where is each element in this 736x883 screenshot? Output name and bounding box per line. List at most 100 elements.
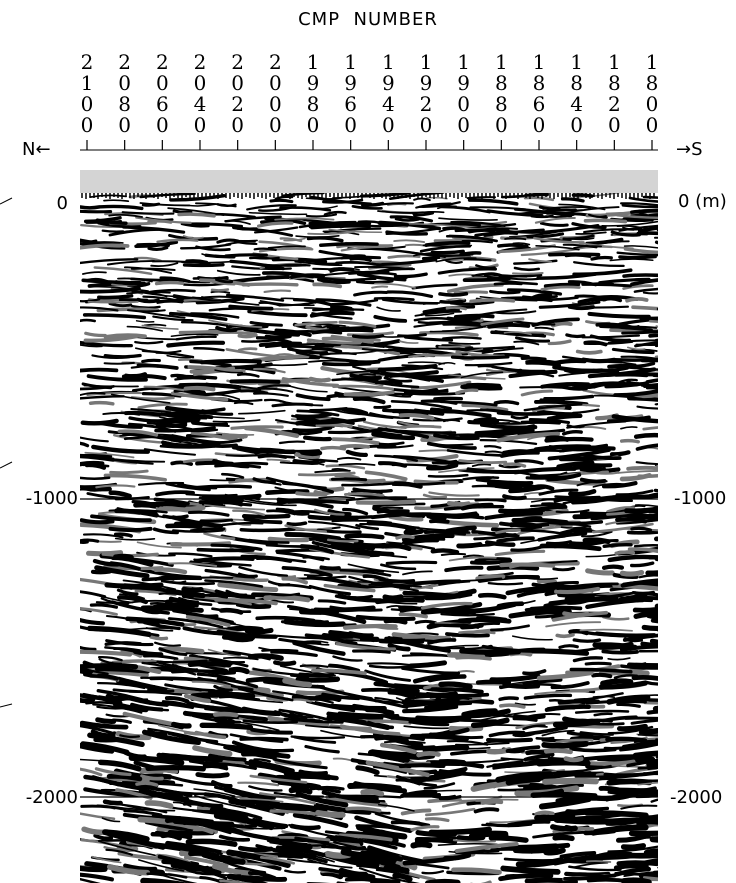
reflection <box>382 595 428 598</box>
reflection <box>511 635 553 641</box>
reflection <box>225 348 280 358</box>
reflection <box>389 215 434 223</box>
reflection <box>523 403 583 412</box>
reflection <box>450 220 506 228</box>
reflection <box>286 499 350 505</box>
reflection <box>241 499 297 507</box>
reflection <box>171 862 228 880</box>
reflection <box>435 257 477 263</box>
reflection <box>252 477 276 484</box>
reflection <box>257 453 288 459</box>
reflection <box>169 194 226 202</box>
depth-label: -2000 <box>25 787 78 808</box>
reflection <box>585 358 637 366</box>
edge-mark <box>0 703 13 708</box>
reflection <box>544 213 575 218</box>
reflection <box>248 759 295 774</box>
reflection <box>80 812 116 821</box>
reflection <box>229 259 285 271</box>
reflection <box>606 506 636 514</box>
reflection <box>622 633 658 642</box>
reflection <box>83 486 104 492</box>
reflection <box>632 750 658 759</box>
reflection <box>80 441 90 448</box>
reflection <box>462 276 512 283</box>
reflection <box>338 407 394 419</box>
reflection <box>203 532 236 541</box>
reflection <box>455 655 492 661</box>
reflection <box>108 302 133 308</box>
reflection <box>229 733 284 743</box>
reflection <box>623 247 658 255</box>
reflection <box>189 359 232 368</box>
reflection <box>398 340 419 344</box>
reflection <box>373 296 415 301</box>
reflection <box>211 393 241 401</box>
reflection <box>607 339 658 344</box>
reflection <box>538 796 592 810</box>
reflection <box>667 753 712 759</box>
reflection <box>309 608 367 625</box>
reflection <box>355 523 380 531</box>
reflection <box>386 541 436 550</box>
reflection <box>243 425 300 438</box>
reflection <box>395 534 415 540</box>
reflection <box>438 758 466 763</box>
reflection <box>282 677 313 688</box>
reflection <box>467 419 500 425</box>
reflection <box>157 854 222 875</box>
reflection <box>143 661 164 665</box>
reflection <box>195 772 230 779</box>
reflection <box>402 590 462 599</box>
reflection <box>304 633 354 639</box>
reflection <box>377 461 408 468</box>
reflection <box>196 672 236 681</box>
reflection <box>185 259 209 265</box>
reflection <box>477 592 507 600</box>
reflection <box>80 804 127 811</box>
reflection <box>343 390 395 397</box>
reflection <box>127 309 166 313</box>
reflection <box>652 374 658 378</box>
reflection <box>86 391 143 397</box>
reflection <box>88 400 115 406</box>
reflection <box>136 363 179 370</box>
reflection <box>222 649 271 661</box>
reflection <box>539 543 602 552</box>
reflection <box>239 736 289 742</box>
reflection <box>661 727 694 732</box>
reflection <box>339 724 401 736</box>
reflection <box>181 586 204 593</box>
reflection <box>653 739 658 746</box>
reflection <box>167 417 190 423</box>
reflection <box>610 230 641 237</box>
reflection <box>289 712 314 719</box>
reflection <box>453 313 495 319</box>
reflection <box>295 351 351 362</box>
reflection <box>399 607 429 613</box>
reflection <box>154 576 175 581</box>
reflection <box>274 217 335 221</box>
reflection <box>565 807 602 815</box>
reflection <box>655 738 658 741</box>
reflection <box>80 205 102 210</box>
reflection <box>427 638 457 645</box>
reflection <box>426 463 459 471</box>
reflection <box>438 681 473 690</box>
reflection <box>221 432 248 439</box>
reflection <box>568 865 622 872</box>
reflection <box>415 714 472 722</box>
reflection <box>470 717 510 729</box>
reflection <box>379 222 410 227</box>
reflection <box>288 786 313 795</box>
reflection <box>110 393 171 404</box>
reflection <box>239 527 296 533</box>
reflection <box>352 649 391 654</box>
reflection <box>93 266 153 276</box>
reflection <box>349 809 367 815</box>
reflection <box>101 229 125 233</box>
reflection <box>377 364 438 372</box>
reflection <box>135 781 159 787</box>
reflection <box>267 245 306 249</box>
reflection <box>654 603 658 609</box>
